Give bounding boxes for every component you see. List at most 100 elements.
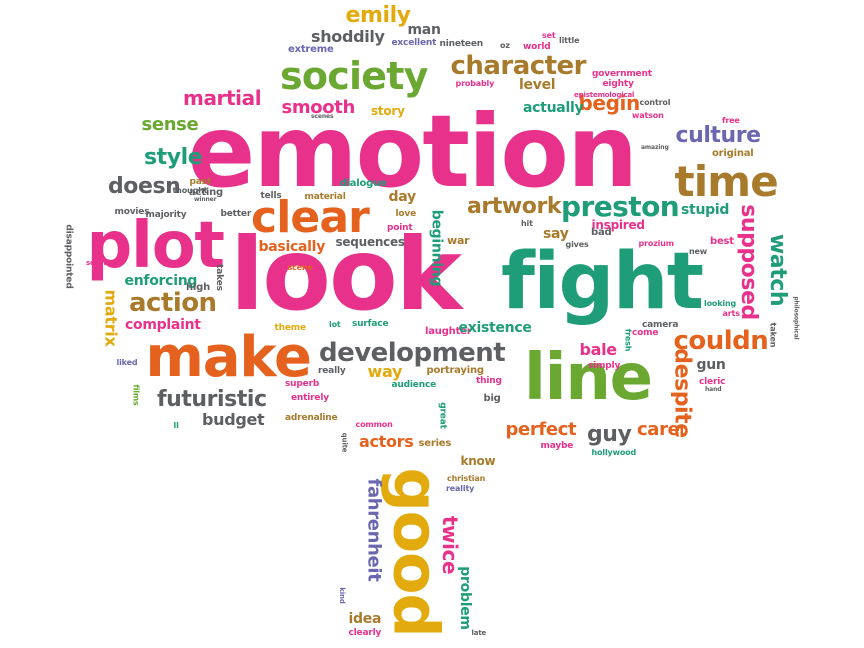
word-movies: movies	[114, 206, 150, 217]
word-series: series	[418, 438, 452, 449]
word-sequences: sequences	[335, 235, 406, 249]
word-character: character	[450, 51, 587, 81]
word-tells: tells	[260, 190, 282, 201]
word-good: good	[379, 467, 452, 637]
word-story: story	[371, 104, 405, 118]
word-development: development	[319, 338, 506, 368]
word-laughter: laughter	[425, 326, 472, 337]
word-winner: winner	[194, 196, 217, 203]
word-clearly: clearly	[348, 627, 382, 638]
word-martial: martial	[183, 86, 262, 110]
word-little: little	[559, 36, 580, 45]
word-couldn: couldn	[673, 326, 769, 356]
word-style: style	[144, 145, 203, 170]
word-excellent: excellent	[391, 37, 437, 48]
word-inspired: inspired	[591, 218, 645, 232]
word-look: look	[230, 216, 462, 333]
word-entirely: entirely	[291, 392, 329, 403]
word-come: come	[632, 327, 659, 338]
word-hit: hit	[521, 219, 533, 228]
word-eighty: eighty	[602, 78, 634, 89]
word-looking: looking	[704, 299, 737, 308]
word-past: past	[189, 176, 212, 187]
word-nineteen: nineteen	[439, 38, 484, 49]
word-thought: thought	[172, 186, 208, 195]
word-taken: taken	[767, 322, 777, 348]
word-material: material	[304, 191, 346, 202]
word-fahrenheit: fahrenheit	[362, 478, 384, 582]
word-existence: existence	[458, 320, 532, 336]
word-say: say	[543, 226, 569, 242]
word-doesn: doesn	[108, 174, 181, 199]
word-action: action	[129, 288, 217, 318]
word-bale: bale	[579, 340, 618, 359]
word-surface: surface	[352, 318, 389, 329]
word-watson: watson	[632, 111, 664, 120]
word-actors: actors	[359, 432, 414, 451]
word-futuristic: futuristic	[157, 387, 267, 412]
word-gives: gives	[565, 240, 589, 249]
word-kind: kind	[337, 586, 346, 604]
word-dialogue: dialogue	[339, 178, 387, 189]
word-idea: idea	[348, 611, 382, 627]
word-budget: budget	[202, 410, 265, 429]
word-free: free	[722, 116, 740, 125]
word-extreme: extreme	[288, 44, 334, 55]
word-point: point	[387, 222, 413, 233]
word-late: late	[471, 628, 487, 637]
word-culture: culture	[675, 123, 762, 148]
word-cleric: cleric	[699, 376, 726, 387]
word-ll: ll	[173, 421, 179, 430]
word-emily: emily	[345, 3, 412, 28]
word-hollywood: hollywood	[591, 448, 637, 457]
word-set: set	[542, 31, 556, 40]
word-high: high	[186, 282, 211, 293]
word-quite: quite	[340, 432, 349, 452]
word-matrix: matrix	[100, 289, 120, 347]
word-day: day	[388, 189, 417, 205]
word-artwork: artwork	[467, 194, 562, 219]
word-scenes: scenes	[311, 113, 334, 120]
word-adrenaline: adrenaline	[285, 412, 338, 423]
word-great: great	[437, 401, 448, 429]
word-world: world	[523, 41, 551, 52]
word-complaint: complaint	[125, 317, 201, 333]
word-watch: watch	[765, 233, 791, 307]
word-scene: scene	[287, 263, 313, 272]
word-better: better	[220, 208, 252, 219]
word-plot: plot	[86, 209, 225, 283]
word-audience: audience	[391, 379, 437, 390]
word-supposed: supposed	[735, 204, 761, 320]
word-guy: guy	[587, 422, 632, 447]
word-philosophical: philosophical	[792, 296, 800, 340]
word-bad: bad	[591, 227, 612, 238]
word-beginning: beginning	[427, 209, 444, 287]
word-acting: acting	[189, 187, 223, 198]
word-disappointed: disappointed	[63, 223, 74, 289]
word-war: war	[447, 233, 470, 247]
word-takes: takes	[213, 263, 224, 291]
word-best: best	[710, 236, 734, 247]
word-oz: oz	[500, 41, 510, 50]
word-basically: basically	[258, 239, 326, 255]
word-society: society	[280, 54, 428, 98]
word-amazing: amazing	[641, 144, 669, 151]
word-epistemological: epistemological	[574, 90, 635, 99]
word-level: level	[519, 77, 556, 93]
word-reality: reality	[446, 484, 475, 493]
word-government: government	[592, 68, 652, 79]
word-films: films	[131, 384, 141, 406]
word-portraying: portraying	[426, 365, 485, 376]
word-man: man	[407, 22, 441, 38]
word-camera: camera	[642, 319, 679, 330]
word-big: big	[483, 393, 501, 404]
word-love: love	[395, 208, 417, 219]
word-line: line	[524, 341, 653, 415]
word-way: way	[367, 362, 403, 381]
word-hand: hand	[705, 386, 722, 393]
word-majority: majority	[145, 209, 187, 220]
word-lot: lot	[329, 320, 341, 329]
word-maybe: maybe	[540, 440, 574, 451]
word-sense: sense	[141, 114, 199, 135]
